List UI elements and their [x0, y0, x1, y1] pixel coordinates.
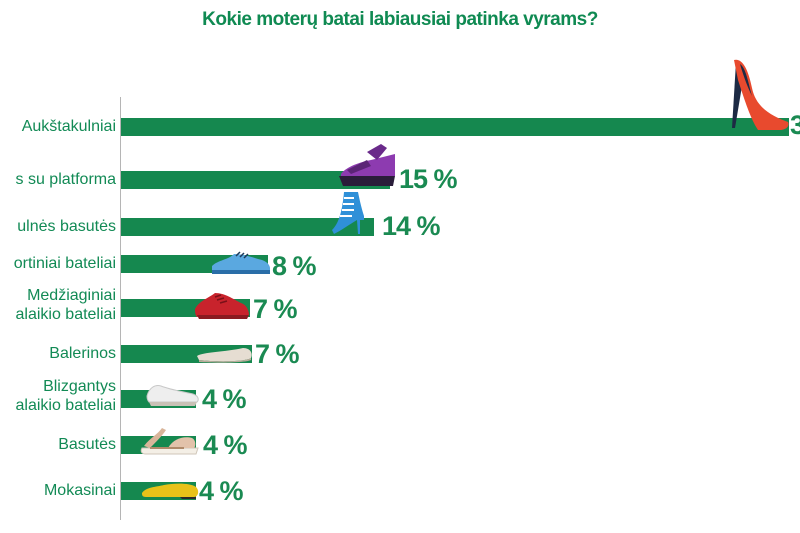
beige-sandal-icon: [140, 428, 199, 455]
yellow-moccasin-icon: [142, 483, 199, 499]
category-label-line1: Medžiaginiai: [27, 287, 116, 304]
blue-heeled-sandal-icon: [332, 192, 364, 234]
category-label: ortiniai bateliai: [13, 255, 116, 272]
value-label: 7 %: [253, 294, 298, 324]
beige-ballerina-icon: [197, 348, 252, 363]
category-label: s su platforma: [15, 171, 116, 188]
bar-aukstakulniai: [121, 118, 789, 136]
category-label: Aukštakulniai: [21, 118, 116, 135]
category-label-line2: alaikio bateliai: [15, 397, 116, 414]
chart-title: Kokie moterų batai labiausiai patinka vy…: [202, 9, 598, 30]
category-label: Balerinos: [49, 345, 116, 362]
category-label: Mokasinai: [43, 482, 116, 499]
category-label-line2: alaikio bateliai: [15, 306, 116, 323]
value-label: 3: [790, 110, 800, 140]
category-label: Basutės: [58, 436, 116, 453]
purple-platform-sandal-icon: [339, 144, 395, 186]
value-label: 4 %: [203, 430, 248, 460]
value-label: 15 %: [399, 164, 458, 194]
value-label: 7 %: [255, 339, 300, 369]
red-high-heel-icon: [732, 59, 789, 131]
value-label: 4 %: [199, 476, 244, 506]
white-slip-on-icon: [146, 385, 199, 406]
category-label-line1: Blizgantys: [43, 378, 116, 395]
value-label: 4 %: [202, 384, 247, 414]
category-label: ulnės basutės: [17, 218, 116, 235]
bar-basutes-kulnes: [121, 218, 374, 236]
category-label: Blizgantys alaikio bateliai: [15, 377, 116, 415]
value-label: 14 %: [382, 211, 441, 241]
bar-platforma: [121, 171, 390, 189]
category-label: Medžiaginiai alaikio bateliai: [15, 286, 116, 324]
y-axis-line: [120, 97, 121, 520]
blue-sneaker-icon: [212, 251, 270, 274]
red-canvas-shoe-icon: [195, 293, 249, 319]
value-label: 8 %: [272, 251, 317, 281]
